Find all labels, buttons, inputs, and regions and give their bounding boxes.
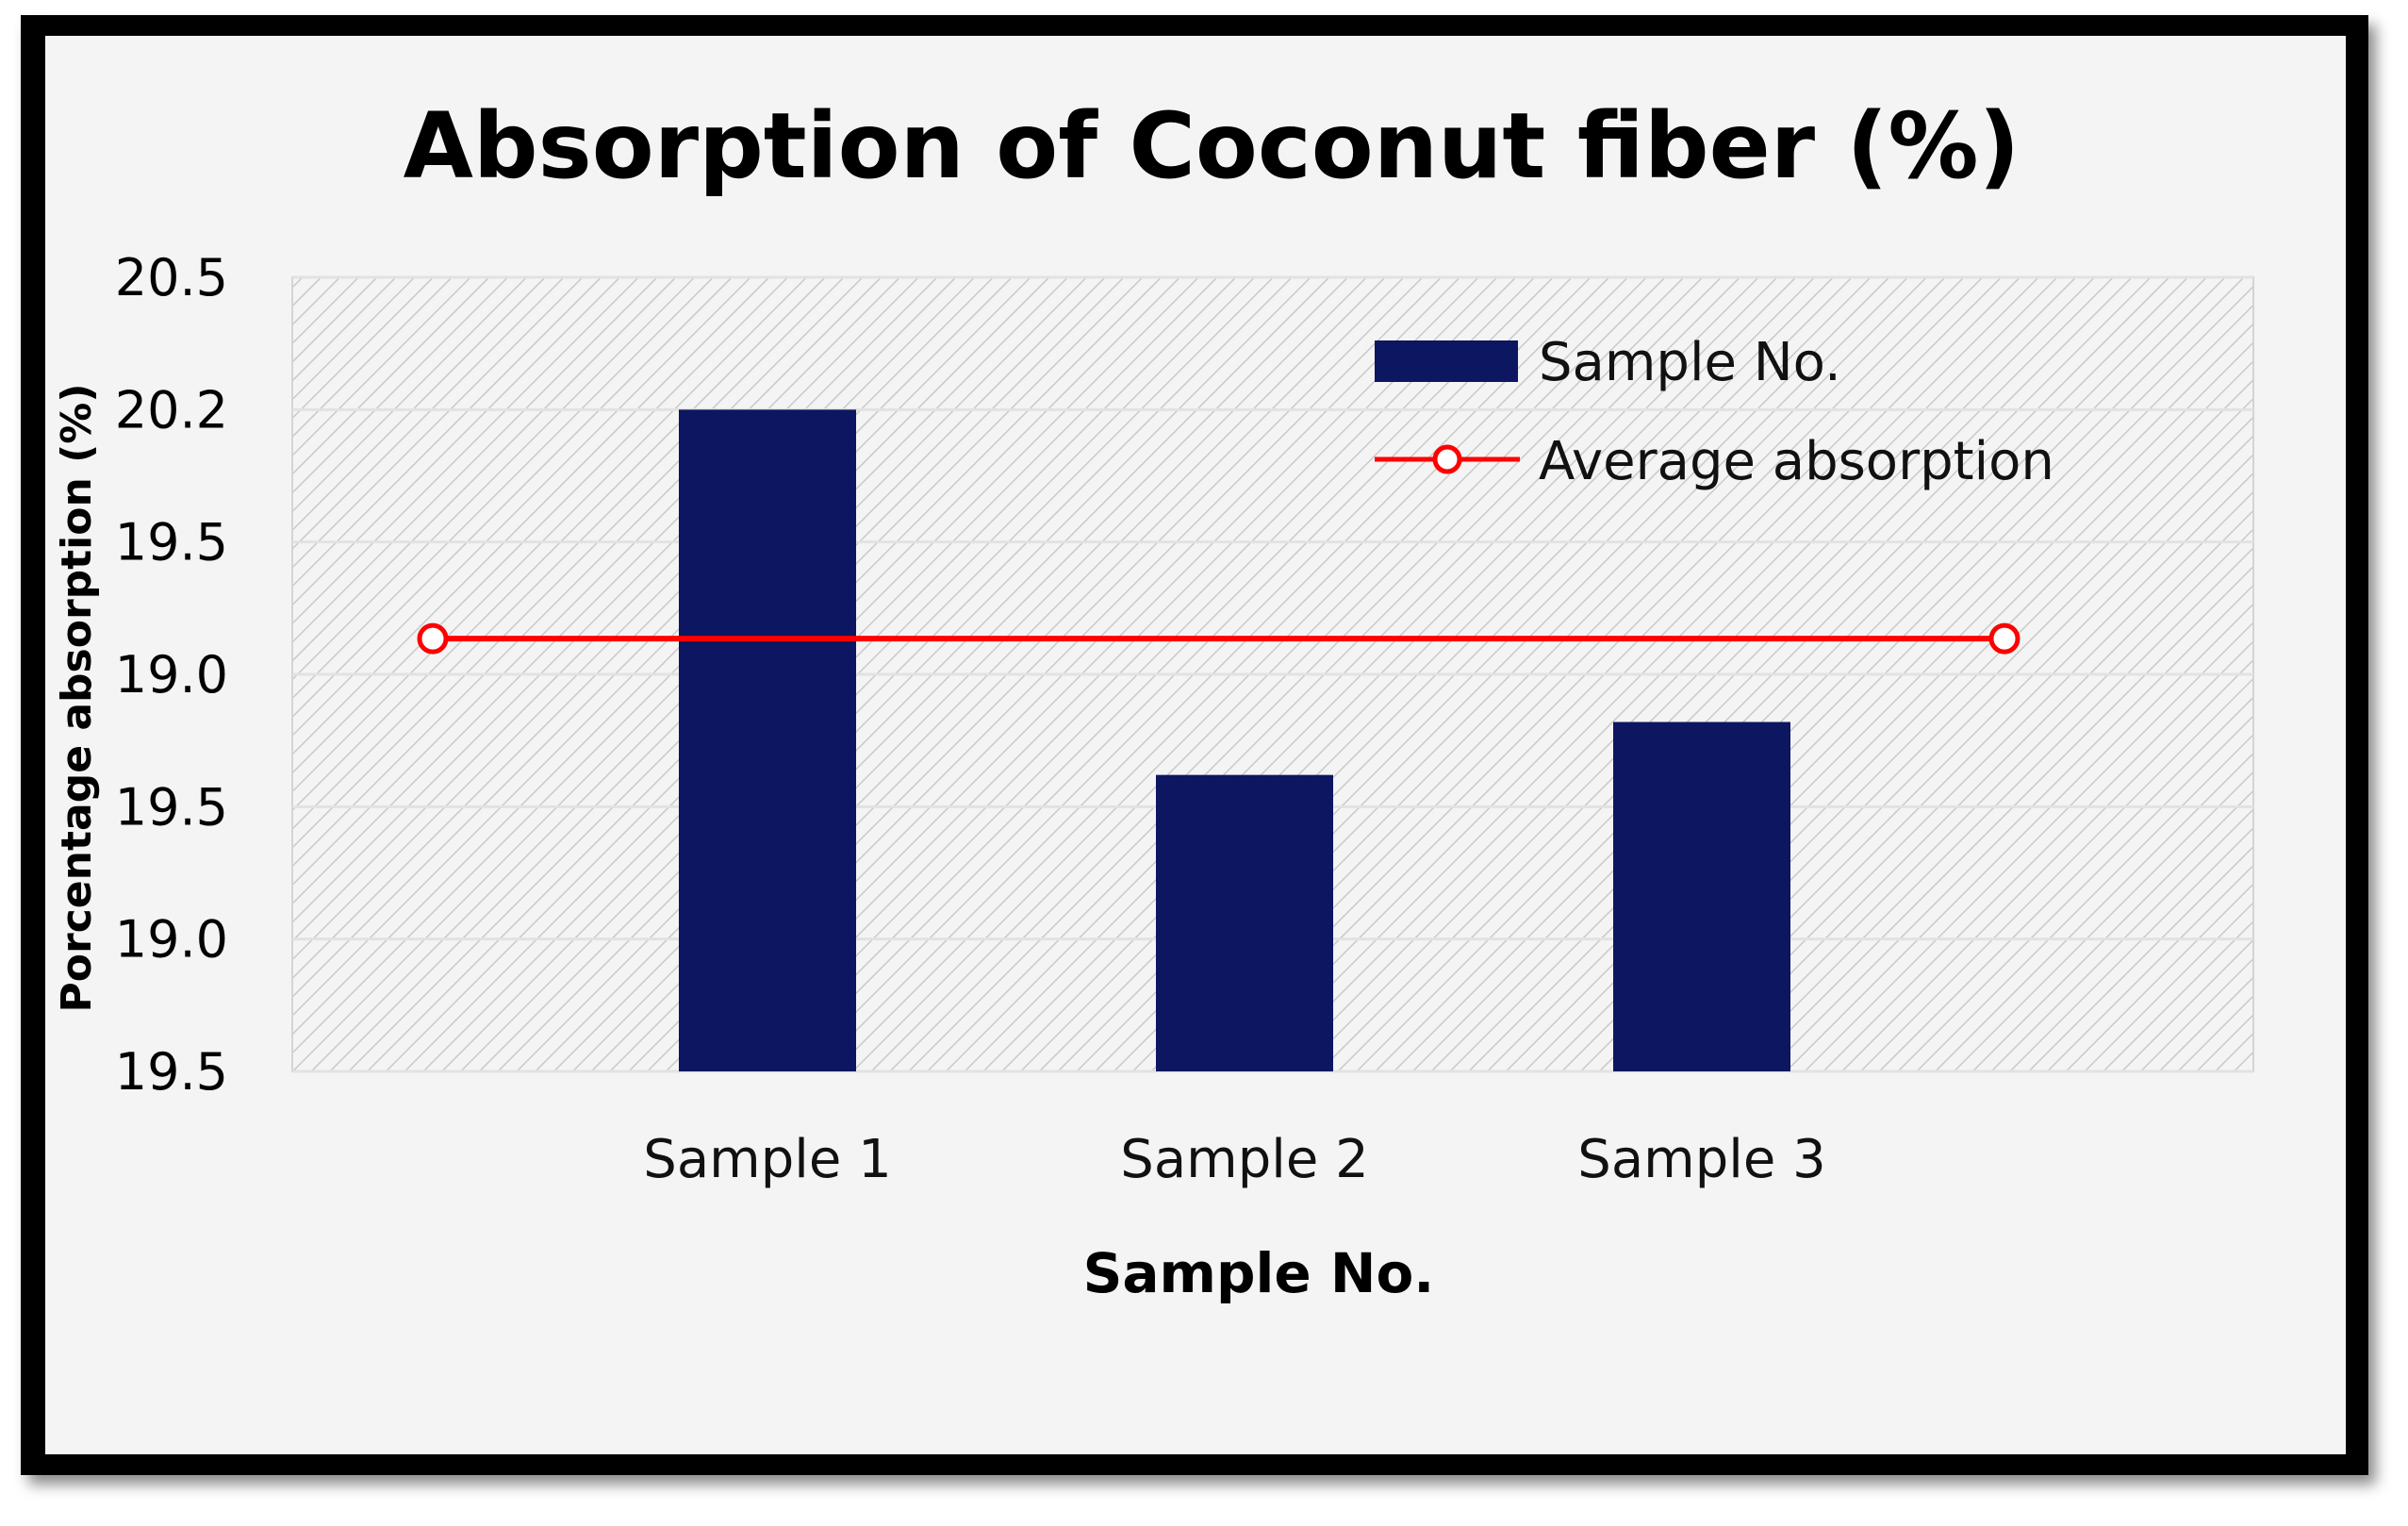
legend: Sample No. Average absorption [1375, 332, 2054, 492]
legend-marker-line [1432, 444, 1462, 474]
y-tick-label: 19.0 [115, 645, 228, 705]
legend-label-line: Average absorption [1539, 431, 2054, 492]
y-axis-label: Porcentage absorption (%) [53, 384, 101, 1013]
chart-title: Absorption of Coconut fiber (%) [404, 93, 2020, 199]
y-tick-label: 20.5 [115, 248, 228, 307]
bar-sample-3 [1613, 722, 1790, 1071]
x-axis-ticks: Sample 1 Sample 2 Sample 3 [643, 1129, 1825, 1190]
x-tick-label: Sample 1 [643, 1129, 891, 1190]
bar-sample-1 [679, 409, 856, 1071]
y-tick-label: 19.5 [115, 777, 228, 837]
y-tick-label: 19.0 [115, 910, 228, 970]
y-tick-label: 19.5 [115, 1042, 228, 1102]
average-line-marker [417, 622, 449, 655]
x-tick-label: Sample 3 [1577, 1129, 1825, 1190]
y-tick-label: 19.5 [115, 513, 228, 572]
legend-label-bars: Sample No. [1539, 332, 1841, 393]
legend-swatch-bars [1375, 340, 1518, 382]
average-line [417, 622, 2020, 655]
bars [679, 409, 1790, 1071]
average-line-marker [1988, 622, 2020, 655]
x-tick-label: Sample 2 [1120, 1129, 1368, 1190]
y-axis-ticks: 20.5 20.2 19.5 19.0 19.5 19.0 19.5 [115, 248, 228, 1102]
y-tick-label: 20.2 [115, 380, 228, 440]
bar-sample-2 [1156, 774, 1333, 1071]
x-axis-label: Sample No. [1083, 1241, 1435, 1305]
